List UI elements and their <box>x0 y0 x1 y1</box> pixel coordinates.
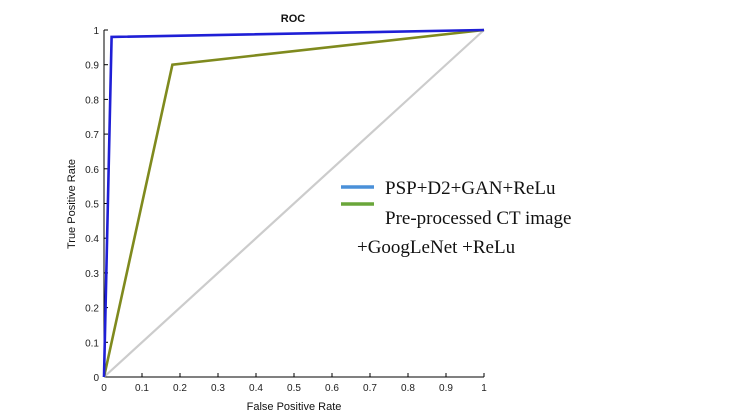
legend: PSP+D2+GAN+ReLu Pre-processed CT image +Go… <box>341 178 571 258</box>
y-tick-label: 1 <box>93 26 99 37</box>
chance-diagonal-line <box>103 29 485 378</box>
x-tick-label: 1 <box>481 383 487 394</box>
y-tick-label: 0.6 <box>85 165 99 176</box>
x-tick-label: 0.1 <box>135 383 149 394</box>
y-tick-label: 0 <box>93 373 99 384</box>
x-tick-label: 0.9 <box>439 383 453 394</box>
legend-label-1: PSP+D2+GAN+ReLu <box>385 178 556 199</box>
x-tick-label: 0.6 <box>325 383 339 394</box>
y-tick-label: 0.2 <box>85 304 99 315</box>
y-tick-label: 0.5 <box>85 200 99 211</box>
x-tick-label: 0.8 <box>401 383 415 394</box>
roc-series-line-1 <box>102 28 485 378</box>
x-tick-label: 0.7 <box>363 383 377 394</box>
y-tick-label: 0.8 <box>85 95 99 106</box>
legend-label-2-line-1: Pre-processed CT image <box>385 208 571 229</box>
x-tick-label: 0.4 <box>249 383 263 394</box>
y-axis-title: True Positive Rate <box>66 159 78 249</box>
x-tick-label: 0.3 <box>211 383 225 394</box>
x-tick-label: 0.5 <box>287 383 301 394</box>
chart-title: ROC <box>281 13 306 25</box>
y-tick-label: 0.3 <box>85 269 99 280</box>
legend-label-2-line-2: +GoogLeNet +ReLu <box>357 237 516 258</box>
plot-area: 0 0.1 0.2 0.3 0.4 0.5 0.6 0.7 0.8 0.9 1 0 0.1 0.2 0.3 0… <box>85 26 487 394</box>
x-tick-label: 0 <box>101 383 107 394</box>
y-tick-label: 0.4 <box>85 234 99 245</box>
y-tick-label: 0.1 <box>85 338 99 349</box>
y-tick-label: 0.7 <box>85 130 99 141</box>
x-axis-title: False Positive Rate <box>247 401 342 413</box>
roc-series-line-2 <box>102 28 485 378</box>
x-tick-label: 0.2 <box>173 383 187 394</box>
y-tick-label: 0.9 <box>85 61 99 72</box>
